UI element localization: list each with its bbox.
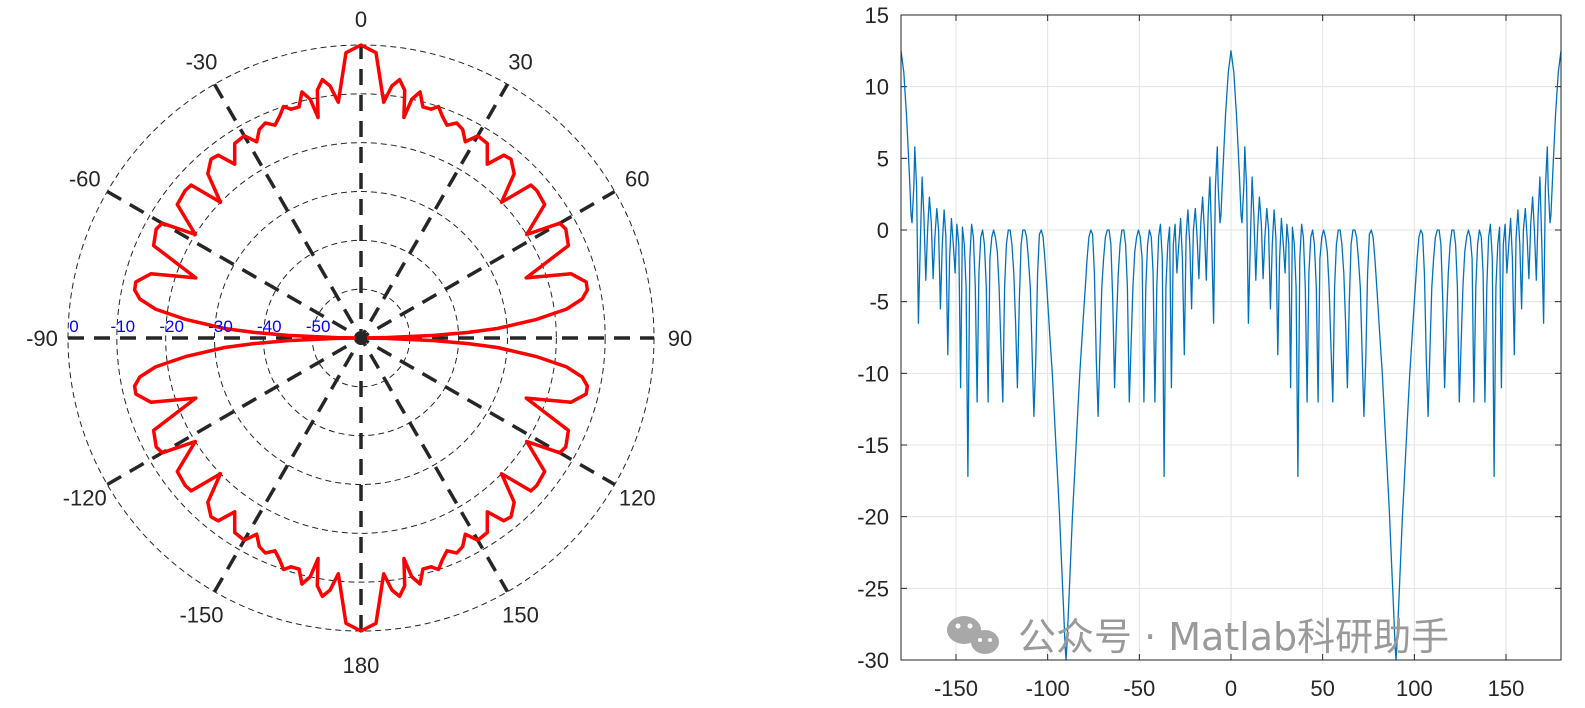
- cartesian-x-tick-labels: -150 -100 -50 0 50 100 150: [934, 676, 1524, 701]
- polar-theta-tick-label: 90: [668, 326, 692, 351]
- polar-r-tick-labels: 0 -10 -20 -30 -40 -50: [69, 317, 330, 336]
- y-tick-label: -25: [857, 576, 889, 601]
- polar-r-tick-label: -30: [208, 317, 233, 336]
- cartesian-pattern-line: [900, 50, 1562, 661]
- polar-theta-tick-label: 30: [508, 50, 532, 75]
- polar-theta-tick-label: 0: [355, 7, 367, 32]
- polar-theta-tick-label: 180: [343, 653, 380, 678]
- x-tick-label: -150: [934, 676, 978, 701]
- x-tick-label: -100: [1026, 676, 1070, 701]
- y-tick-label: 10: [865, 75, 889, 100]
- polar-r-tick-label: -10: [111, 317, 136, 336]
- polar-r-tick-label: -40: [257, 317, 282, 336]
- polar-theta-tick-label: -60: [69, 167, 101, 192]
- y-tick-label: -5: [869, 290, 889, 315]
- polar-center-dot: [355, 332, 367, 344]
- x-tick-label: -50: [1123, 676, 1155, 701]
- polar-theta-tick-label: -150: [179, 602, 223, 627]
- x-tick-label: 0: [1225, 676, 1237, 701]
- polar-theta-tick-labels: 0 30 60 90 120 150 180 -150 -120 -90 -60 -30: [26, 7, 692, 678]
- polar-theta-tick-label: -90: [26, 326, 58, 351]
- polar-grid-ring: [165, 142, 557, 534]
- x-tick-label: 100: [1396, 676, 1433, 701]
- y-tick-label: -20: [857, 505, 889, 530]
- polar-theta-tick-label: 60: [625, 167, 649, 192]
- cartesian-chart: -150 -100 -50 0 50 100 150 151050-5-10-15-20-2…: [857, 3, 1562, 701]
- polar-chart: 0 30 60 90 120 150 180 -150 -120 -90 -60 -30 0 -10 -2…: [26, 7, 692, 678]
- polar-theta-tick-label: -30: [186, 50, 218, 75]
- cartesian-grid: [901, 14, 1561, 661]
- y-tick-label: -10: [857, 361, 889, 386]
- polar-r-tick-label: -20: [159, 317, 184, 336]
- y-tick-label: 15: [865, 3, 889, 28]
- polar-r-tick-label: -50: [306, 317, 331, 336]
- x-tick-label: 150: [1488, 676, 1525, 701]
- polar-pattern-line: [132, 43, 590, 633]
- watermark-text: 公众号 · Matlab科研助手: [1018, 615, 1449, 659]
- polar-grid-ring: [116, 93, 606, 583]
- polar-theta-tick-label: 120: [619, 486, 656, 511]
- polar-grid-ring: [214, 191, 508, 485]
- x-tick-label: 50: [1310, 676, 1334, 701]
- y-tick-label: -30: [857, 648, 889, 673]
- polar-theta-tick-label: -120: [63, 486, 107, 511]
- cartesian-axes-box: [900, 14, 1562, 661]
- polar-theta-tick-label: 150: [502, 602, 539, 627]
- y-tick-label: 5: [877, 146, 889, 171]
- polar-r-tick-label: 0: [69, 317, 78, 336]
- y-tick-label: 0: [877, 218, 889, 243]
- wechat-icon: [947, 616, 999, 654]
- y-tick-label: -15: [857, 433, 889, 458]
- watermark: 公众号 · Matlab科研助手: [947, 615, 1449, 659]
- cartesian-y-tick-labels: 15 10 5 0 -5 -10 -15 -20 -25 -30: [857, 3, 889, 673]
